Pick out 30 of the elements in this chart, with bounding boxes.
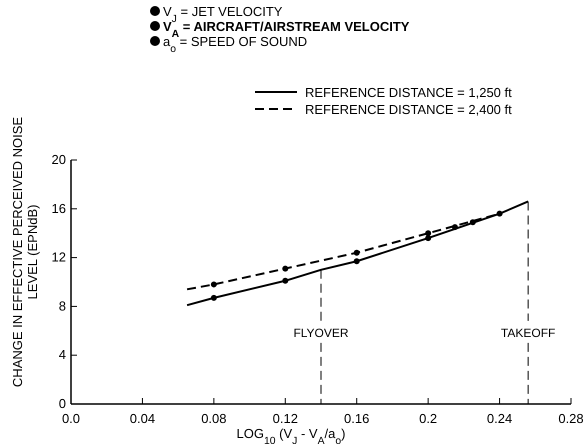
legend-label: REFERENCE DISTANCE = 1,250 ft	[305, 85, 512, 100]
x-tick-label: 0.12	[272, 411, 298, 426]
y-tick-label: 16	[52, 200, 66, 216]
y-tick-label: 0	[58, 396, 66, 411]
x-tick-label: 0.0	[62, 411, 80, 426]
point	[354, 250, 360, 256]
x-tick-label: 0.24	[486, 411, 512, 426]
point	[425, 230, 432, 236]
y-tick-label: 20	[52, 152, 66, 167]
point	[210, 281, 217, 288]
y-tick-label: 12	[52, 250, 66, 265]
point	[282, 266, 288, 272]
x-tick-label: 0.28	[558, 411, 584, 426]
ref-line-label: TAKEOFF	[500, 326, 556, 340]
y-tick-label: 8	[58, 298, 66, 314]
point	[354, 258, 360, 264]
text: LOG$_{10}$ (V$_{J}$ - V$_{A}$/a$_{o}$)	[236, 426, 346, 444]
point	[496, 210, 503, 217]
x-tick-label: 0.08	[201, 411, 227, 426]
legend-label: REFERENCE DISTANCE = 2,400 ft	[305, 102, 512, 117]
y-tick-label: 4	[58, 347, 66, 362]
point	[470, 219, 476, 226]
point	[210, 294, 217, 301]
x-tick-label: 0.04	[130, 411, 156, 426]
y-axis-title: CHANGE IN EFFECTIVE PERCEIVED NOISE LEVEL (EPNdB)	[10, 116, 40, 388]
point	[452, 224, 458, 230]
ref-line-label: FLYOVER	[293, 326, 349, 340]
x-tick-label: 0.16	[344, 411, 370, 426]
point	[282, 278, 288, 284]
x-tick-label: 0.2	[419, 411, 438, 426]
